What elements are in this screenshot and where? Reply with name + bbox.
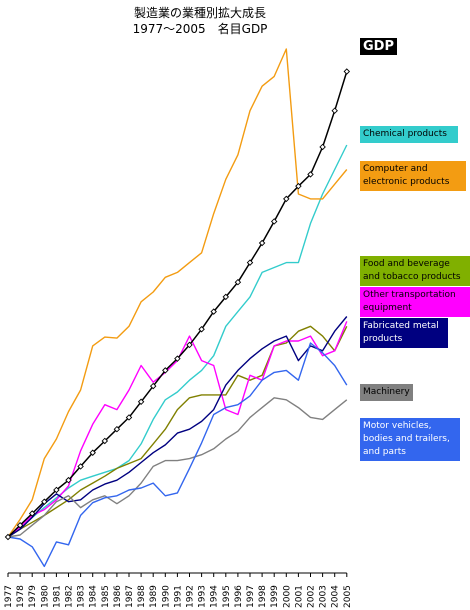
x-tick-label: 2000 — [282, 585, 292, 608]
x-tick-label: 1982 — [65, 585, 75, 608]
x-tick-label: 1980 — [40, 585, 50, 608]
x-tick-label: 2005 — [343, 585, 353, 608]
legend-food-beverage-tobacco: Food and beverage and tobacco products — [360, 256, 470, 286]
x-tick-label: 1985 — [101, 585, 111, 608]
x-tick-label: 1981 — [52, 585, 62, 608]
gdp-point — [210, 308, 217, 315]
x-tick-label: 1992 — [186, 585, 196, 608]
series-line — [7, 48, 348, 538]
x-tick-label: 1983 — [77, 585, 87, 608]
legend-motor-vehicles: Motor vehicles, bodies and trailers, and… — [360, 418, 460, 461]
gdp-point — [113, 425, 121, 433]
gdp-point — [307, 171, 314, 178]
x-tick-label: 1988 — [137, 585, 147, 608]
series-line — [7, 325, 348, 538]
gdp-point — [125, 414, 133, 421]
legend-gdp: GDP — [360, 38, 397, 55]
chart-subtitle: 1977～2005 名目GDP — [132, 22, 268, 36]
gdp-point — [258, 239, 266, 247]
x-tick-label: 1994 — [210, 585, 220, 608]
x-tick-label: 1989 — [149, 585, 159, 608]
x-tick-label: 1997 — [246, 585, 256, 608]
gdp-point — [101, 437, 109, 445]
legend-machinery: Machinery — [360, 384, 413, 401]
gdp-point — [343, 68, 351, 75]
gdp-point — [28, 510, 36, 517]
gdp-point — [295, 182, 302, 190]
gdp-point — [41, 498, 48, 505]
chart-title: 製造業の業種別拡大成長 — [133, 6, 266, 20]
x-tick-label: 1995 — [222, 585, 232, 608]
gdp-point — [222, 293, 230, 301]
gdp-point — [162, 367, 169, 374]
gdp-point — [77, 463, 84, 470]
x-tick-label: 1986 — [113, 585, 123, 608]
gdp-point — [137, 398, 145, 405]
legend-fabricated-metal: Fabricated metal products — [360, 318, 448, 348]
x-tick-label: 1984 — [89, 585, 99, 608]
x-tick-label: 2003 — [319, 585, 329, 608]
gdp-point — [331, 107, 338, 114]
gdp-point — [198, 326, 205, 333]
x-tick-label: 2004 — [331, 585, 341, 608]
x-tick-label: 2001 — [294, 585, 304, 608]
x-tick-label: 1987 — [125, 585, 135, 608]
series-line — [7, 321, 348, 538]
gdp-point — [234, 278, 242, 286]
x-tick-label: 1990 — [161, 585, 171, 608]
series-line — [7, 342, 348, 568]
x-tick-label: 1991 — [173, 585, 183, 608]
gdp-point — [174, 355, 181, 362]
gdp-point — [4, 533, 12, 541]
gdp-point — [319, 143, 326, 151]
legend-computer-electronic: Computer and electronic products — [360, 161, 466, 191]
x-tick-label: 1993 — [198, 585, 208, 608]
gdp-point — [65, 476, 72, 484]
series-line — [7, 71, 348, 538]
gdp-point — [16, 522, 24, 529]
gdp-point — [246, 259, 254, 266]
legend-other-transportation: Other transportation equipment — [360, 287, 470, 317]
x-tick-label: 1999 — [270, 585, 280, 608]
x-tick-label: 1996 — [234, 585, 244, 608]
gdp-point — [186, 341, 193, 349]
gdp-point — [270, 218, 278, 225]
gdp-point — [283, 195, 290, 203]
gdp-point — [53, 486, 60, 494]
x-tick-label: 1978 — [16, 585, 26, 608]
x-tick-label: 1998 — [258, 585, 268, 608]
series-line — [7, 316, 348, 538]
series-line — [7, 397, 348, 538]
gdp-point — [149, 382, 157, 390]
x-tick-label: 2002 — [307, 585, 317, 608]
legend-chemical-products: Chemical products — [360, 126, 458, 143]
x-tick-label: 1977 — [4, 585, 14, 608]
x-tick-label: 1979 — [28, 585, 38, 608]
gdp-point — [89, 449, 96, 456]
